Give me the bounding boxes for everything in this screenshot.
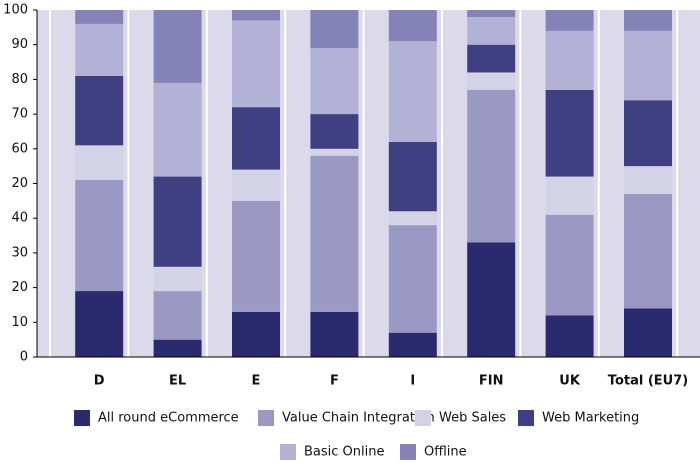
x-tick-label: E bbox=[252, 374, 261, 389]
bar-segment bbox=[75, 180, 124, 292]
legend-swatch bbox=[400, 444, 416, 460]
bar-segment bbox=[545, 89, 594, 177]
y-tick-label: 40 bbox=[11, 211, 28, 226]
y-tick-label: 60 bbox=[11, 141, 28, 156]
bar-segment bbox=[467, 44, 516, 73]
legend-label: Web Sales bbox=[439, 411, 506, 426]
bar-segment bbox=[388, 225, 437, 333]
x-tick-label: D bbox=[94, 374, 105, 389]
y-tick-label: 10 bbox=[11, 315, 28, 330]
bar-segment bbox=[232, 107, 280, 170]
bar-segment bbox=[388, 141, 437, 212]
bar-segment bbox=[153, 291, 202, 340]
x-tick-label: F bbox=[330, 374, 339, 389]
bar-segment bbox=[545, 10, 594, 31]
y-tick-label: 100 bbox=[3, 3, 28, 18]
y-tick-label: 20 bbox=[11, 280, 28, 295]
bar-segment bbox=[624, 100, 672, 167]
bar-segment bbox=[75, 23, 124, 76]
bar-segment bbox=[310, 311, 359, 357]
legend-swatch bbox=[74, 410, 90, 426]
y-tick-label: 70 bbox=[11, 107, 28, 122]
x-tick-label: I bbox=[410, 374, 415, 389]
bar-segment bbox=[75, 145, 124, 181]
legend-swatch bbox=[518, 410, 534, 426]
bar-segment bbox=[545, 315, 594, 357]
y-tick-label: 30 bbox=[11, 245, 28, 260]
bar-segment bbox=[467, 72, 516, 90]
legend-label: Basic Online bbox=[304, 445, 384, 460]
bar-segment bbox=[624, 308, 672, 357]
bar-segment bbox=[75, 291, 124, 357]
bar-segment bbox=[388, 332, 437, 357]
legend-label: Value Chain Integration bbox=[282, 411, 435, 426]
bar-segment bbox=[232, 200, 280, 312]
bar-segment bbox=[232, 20, 280, 108]
x-tick-label: FIN bbox=[479, 374, 504, 389]
x-tick-label: Total (EU7) bbox=[608, 374, 688, 389]
bar-segment bbox=[624, 10, 672, 31]
plot-background bbox=[37, 10, 700, 357]
bar-segment bbox=[75, 75, 124, 146]
bar-segment bbox=[310, 10, 359, 49]
bar-segment bbox=[624, 193, 672, 309]
bar-segment bbox=[153, 339, 202, 357]
bar-segment bbox=[545, 30, 594, 90]
y-tick-label: 20 bbox=[11, 176, 28, 191]
bar-segment bbox=[153, 82, 202, 177]
bar-segment bbox=[232, 10, 280, 21]
bar-segment bbox=[310, 155, 359, 312]
bar-segment bbox=[232, 311, 280, 357]
bar-segment bbox=[624, 166, 672, 194]
y-tick-label: 90 bbox=[11, 37, 28, 52]
bar-segment bbox=[545, 214, 594, 316]
legend-label: All round eCommerce bbox=[98, 411, 239, 426]
legend-swatch bbox=[258, 410, 274, 426]
bar-segment bbox=[467, 242, 516, 357]
bar-segment bbox=[388, 41, 437, 142]
bar-segment bbox=[545, 176, 594, 215]
legend-swatch bbox=[415, 410, 431, 426]
x-tick-label: EL bbox=[169, 374, 186, 389]
bar-segment bbox=[467, 16, 516, 45]
bar-segment bbox=[232, 169, 280, 201]
bar-segment bbox=[310, 114, 359, 149]
bar-segment bbox=[624, 30, 672, 101]
bar-segment bbox=[75, 10, 124, 24]
bar-segment bbox=[310, 148, 359, 156]
y-tick-label: 80 bbox=[11, 72, 28, 87]
bar-segment bbox=[467, 89, 516, 243]
bar-segment bbox=[388, 211, 437, 226]
bar-segment bbox=[310, 48, 359, 115]
legend-swatch bbox=[280, 444, 296, 460]
bar-segment bbox=[153, 10, 202, 83]
bar-segment bbox=[388, 10, 437, 42]
y-tick-label: 0 bbox=[20, 350, 28, 365]
x-tick-label: UK bbox=[559, 374, 581, 389]
legend-label: Offline bbox=[424, 445, 467, 460]
bar-segment bbox=[467, 10, 516, 17]
legend-label: Web Marketing bbox=[542, 411, 639, 426]
bar-segment bbox=[153, 176, 202, 267]
bar-segment bbox=[153, 266, 202, 292]
